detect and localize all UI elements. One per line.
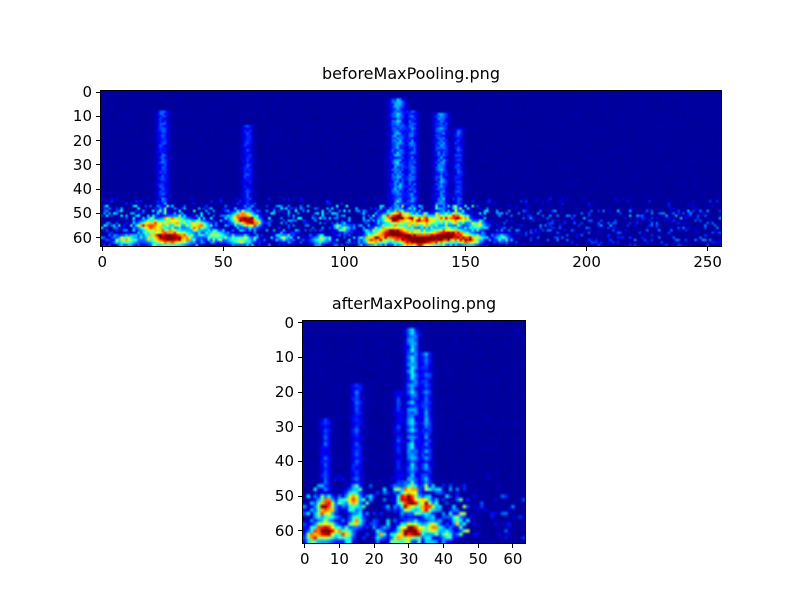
y-tick-label: 10: [274, 348, 294, 367]
x-tick-label: 50: [213, 253, 233, 271]
x-tick-label: 0: [97, 253, 107, 271]
y-tick-label: 0: [82, 83, 92, 102]
after-heatmap-canvas: [303, 321, 525, 543]
y-tick-label: 30: [72, 155, 92, 174]
y-tick-label: 60: [274, 521, 294, 540]
x-tick-label: 0: [299, 550, 310, 568]
x-tick-mark: [338, 544, 340, 548]
y-tick-label: 30: [274, 417, 294, 436]
x-tick-mark: [101, 247, 103, 251]
y-tick-mark: [298, 391, 302, 393]
x-tick-label: 20: [364, 550, 384, 568]
after-plot-title: afterMaxPooling.png: [331, 294, 497, 313]
y-tick-label: 50: [72, 204, 92, 223]
x-tick-mark: [477, 544, 479, 548]
x-tick-label: 10: [329, 550, 349, 568]
y-tick-label: 0: [284, 313, 294, 332]
x-tick-label: 30: [399, 550, 419, 568]
y-tick-mark: [96, 164, 100, 166]
y-tick-mark: [298, 356, 302, 358]
x-tick-label: 40: [433, 550, 454, 568]
y-tick-label: 50: [274, 487, 294, 506]
y-tick-mark: [96, 140, 100, 142]
after-plot: afterMaxPooling.png 0 10 20 30 40 50 60 0 10 20 30…: [275, 294, 526, 568]
y-tick-mark: [96, 188, 100, 190]
before-plot-title: beforeMaxPooling.png: [322, 64, 500, 83]
y-tick-mark: [96, 237, 100, 239]
x-tick-mark: [373, 544, 375, 548]
y-tick-label: 20: [274, 383, 294, 402]
x-tick-label: 200: [572, 253, 601, 271]
x-tick-mark: [512, 544, 514, 548]
x-tick-label: 250: [693, 253, 722, 271]
x-tick-mark: [707, 247, 709, 251]
x-tick-mark: [442, 544, 444, 548]
x-tick-mark: [343, 247, 345, 251]
x-tick-label: 60: [503, 550, 523, 568]
y-tick-mark: [298, 322, 302, 324]
y-tick-label: 60: [72, 228, 92, 247]
y-tick-label: 40: [72, 180, 92, 199]
x-tick-mark: [222, 247, 224, 251]
x-tick-mark: [408, 544, 410, 548]
y-tick-mark: [96, 212, 100, 214]
before-heatmap-canvas: [101, 91, 721, 246]
x-tick-label: 100: [330, 253, 359, 271]
y-tick-mark: [298, 426, 302, 428]
y-tick-mark: [298, 530, 302, 532]
x-tick-label: 150: [451, 253, 480, 271]
y-tick-label: 10: [72, 107, 92, 126]
y-tick-mark: [298, 460, 302, 462]
y-tick-label: 40: [274, 452, 294, 471]
before-plot: beforeMaxPooling.png 0 50 100 150 200 250 0 10 2…: [73, 64, 722, 271]
y-tick-mark: [96, 91, 100, 93]
x-tick-mark: [304, 544, 306, 548]
x-tick-label: 50: [468, 550, 488, 568]
x-tick-mark: [586, 247, 588, 251]
y-tick-label: 20: [72, 131, 92, 150]
y-tick-mark: [96, 115, 100, 117]
x-tick-mark: [464, 247, 466, 251]
y-tick-mark: [298, 495, 302, 497]
